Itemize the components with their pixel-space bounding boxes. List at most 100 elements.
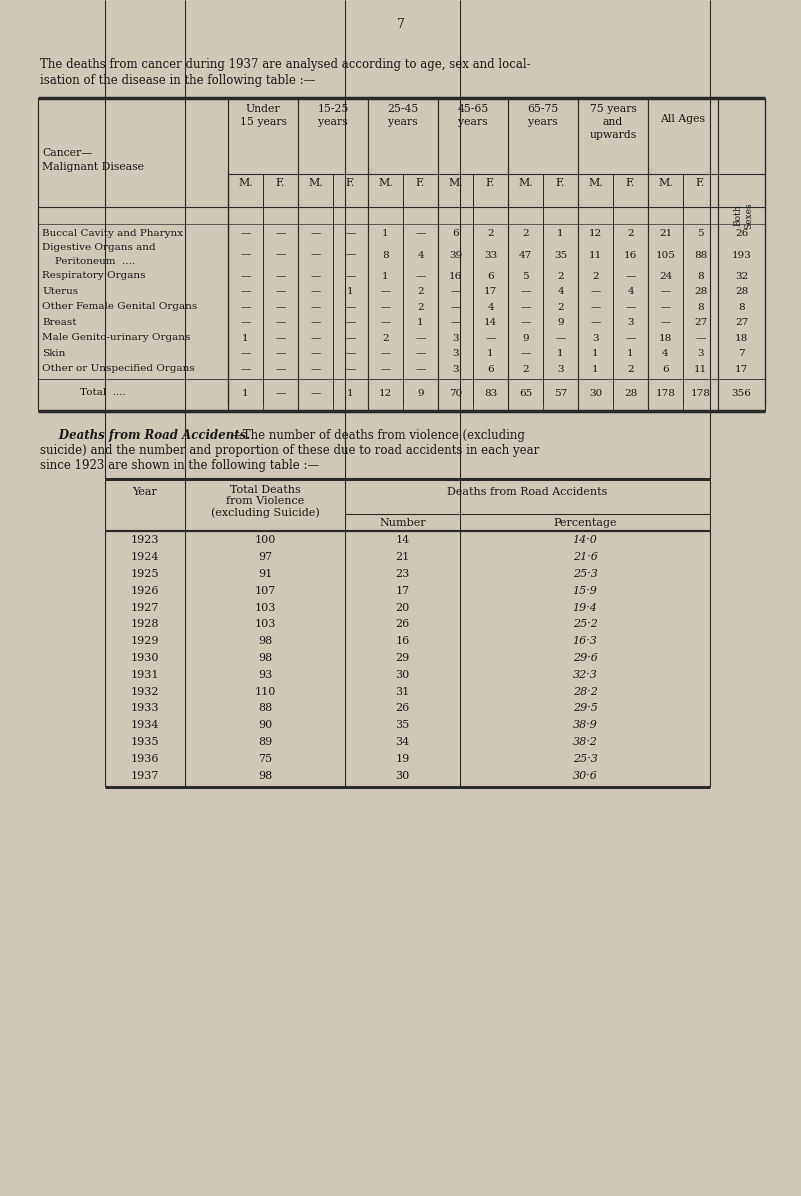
- Text: 35: 35: [396, 720, 409, 731]
- Text: 4: 4: [417, 250, 424, 260]
- Text: 30: 30: [396, 670, 409, 679]
- Text: 21: 21: [659, 230, 672, 238]
- Text: 1: 1: [382, 230, 388, 238]
- Text: 2: 2: [487, 230, 493, 238]
- Text: —: —: [276, 390, 286, 398]
- Text: years: years: [528, 117, 557, 127]
- Text: 39: 39: [449, 250, 462, 260]
- Text: —: —: [310, 349, 320, 359]
- Text: Total Deaths: Total Deaths: [230, 486, 300, 495]
- Text: 30: 30: [589, 390, 602, 398]
- Text: 70: 70: [449, 390, 462, 398]
- Text: 1926: 1926: [131, 586, 159, 596]
- Text: upwards: upwards: [590, 130, 637, 140]
- Text: —: —: [521, 349, 531, 359]
- Text: —: —: [521, 303, 531, 312]
- Text: —: —: [415, 349, 425, 359]
- Text: F.: F.: [276, 178, 285, 188]
- Text: 25·3: 25·3: [573, 569, 598, 579]
- Text: 1: 1: [242, 390, 249, 398]
- Text: —: —: [415, 334, 425, 343]
- Text: 98: 98: [258, 636, 272, 646]
- Text: —: —: [276, 250, 286, 260]
- Text: The deaths from cancer during 1937 are analysed according to age, sex and local-: The deaths from cancer during 1937 are a…: [40, 57, 530, 71]
- Text: Uterus: Uterus: [42, 287, 78, 295]
- Text: 91: 91: [258, 569, 272, 579]
- Text: —: —: [310, 318, 320, 328]
- Text: 7: 7: [397, 18, 405, 31]
- Text: M.: M.: [449, 178, 463, 188]
- Text: 83: 83: [484, 390, 497, 398]
- Text: —: —: [310, 390, 320, 398]
- Text: 15·9: 15·9: [573, 586, 598, 596]
- Text: 65: 65: [519, 390, 532, 398]
- Text: 28: 28: [694, 287, 707, 297]
- Text: 4: 4: [487, 303, 493, 312]
- Text: 47: 47: [519, 250, 532, 260]
- Text: —: —: [485, 334, 496, 343]
- Text: —: —: [380, 365, 391, 373]
- Text: 14·0: 14·0: [573, 536, 598, 545]
- Text: Other Female Genital Organs: Other Female Genital Organs: [42, 303, 197, 311]
- Text: 193: 193: [731, 250, 751, 260]
- Text: M.: M.: [308, 178, 323, 188]
- Text: 11: 11: [589, 250, 602, 260]
- Text: isation of the disease in the following table :—: isation of the disease in the following …: [40, 74, 316, 87]
- Text: —: —: [345, 303, 356, 312]
- Text: —: —: [310, 287, 320, 297]
- Text: 88: 88: [258, 703, 272, 713]
- Text: 178: 178: [655, 390, 675, 398]
- Text: 1: 1: [557, 349, 564, 359]
- Text: 35: 35: [553, 250, 567, 260]
- Text: —: —: [415, 365, 425, 373]
- Text: 107: 107: [255, 586, 276, 596]
- Text: —: —: [345, 318, 356, 328]
- Text: 97: 97: [258, 553, 272, 562]
- Text: 98: 98: [258, 653, 272, 663]
- Text: 12: 12: [379, 390, 392, 398]
- Text: 26: 26: [396, 703, 409, 713]
- Text: 17: 17: [484, 287, 497, 297]
- Text: —: —: [240, 349, 251, 359]
- Text: since 1923 are shown in the following table :—: since 1923 are shown in the following ta…: [40, 459, 320, 472]
- Text: 4: 4: [627, 287, 634, 297]
- Text: 21: 21: [396, 553, 409, 562]
- Text: years: years: [388, 117, 418, 127]
- Text: 30: 30: [396, 770, 409, 781]
- Text: 1: 1: [242, 334, 249, 343]
- Text: 11: 11: [694, 365, 707, 373]
- Text: 1936: 1936: [131, 753, 159, 764]
- Text: 65-75: 65-75: [527, 104, 558, 114]
- Text: —: —: [415, 271, 425, 281]
- Text: 16: 16: [449, 271, 462, 281]
- Text: —: —: [276, 230, 286, 238]
- Text: 1932: 1932: [131, 687, 159, 696]
- Text: 16: 16: [396, 636, 409, 646]
- Text: 6: 6: [487, 365, 493, 373]
- Text: —: —: [240, 271, 251, 281]
- Text: —: —: [276, 334, 286, 343]
- Text: M.: M.: [378, 178, 392, 188]
- Text: —: —: [415, 230, 425, 238]
- Text: —: —: [590, 318, 601, 328]
- Text: Cancer—: Cancer—: [42, 148, 92, 158]
- Text: 5: 5: [522, 271, 529, 281]
- Text: M.: M.: [588, 178, 603, 188]
- Text: —: —: [240, 230, 251, 238]
- Text: —: —: [380, 349, 391, 359]
- Text: —The number of deaths from violence (excluding: —The number of deaths from violence (exc…: [231, 429, 525, 443]
- Text: —: —: [276, 349, 286, 359]
- Text: 18: 18: [735, 334, 748, 343]
- Text: 1931: 1931: [131, 670, 159, 679]
- Text: Both
Sexes: Both Sexes: [734, 202, 753, 228]
- Text: Year: Year: [132, 487, 158, 498]
- Text: 75 years: 75 years: [590, 104, 637, 114]
- Text: 2: 2: [627, 230, 634, 238]
- Text: 45-65: 45-65: [457, 104, 489, 114]
- Text: Breast: Breast: [42, 318, 77, 327]
- Text: —: —: [345, 349, 356, 359]
- Text: 20: 20: [396, 603, 409, 612]
- Text: —: —: [626, 271, 636, 281]
- Text: from Violence: from Violence: [226, 496, 304, 506]
- Text: 75: 75: [258, 753, 272, 764]
